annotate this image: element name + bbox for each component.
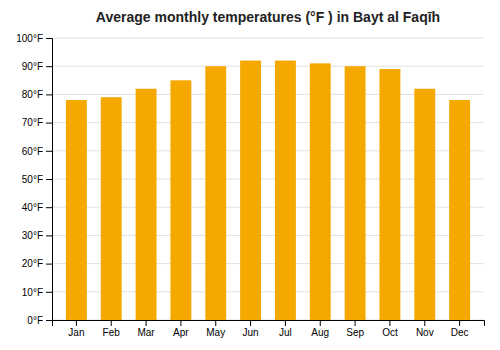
x-tick-label: Jan (68, 327, 84, 338)
y-tick: 60°F (22, 146, 52, 157)
x-tick: Dec (451, 320, 469, 338)
y-tick: 40°F (22, 202, 52, 213)
x-tick-label: Jun (243, 327, 259, 338)
y-tick-label: 0°F (27, 315, 43, 326)
y-axis: 0°F 10°F 20°F 30°F 40°F 50°F 60°F 70°F 80°F 90°F 1… (16, 33, 52, 326)
chart-title: Average monthly temperatures (°F ) in Ba… (96, 9, 440, 25)
x-axis-line (53, 321, 485, 327)
y-tick-label: 70°F (22, 117, 43, 128)
x-tick-mark (146, 320, 147, 326)
x-tick: Feb (103, 320, 121, 338)
bar (379, 69, 400, 320)
x-axis: Jan Feb Mar Apr May Jun Jul Aug Sep Oct Nov Dec (53, 320, 485, 338)
y-tick-label: 20°F (22, 258, 43, 269)
x-tick-label: Aug (311, 327, 329, 338)
y-axis-line (46, 39, 53, 321)
y-tick-mark (46, 207, 52, 208)
y-tick-mark (46, 264, 52, 265)
bars (66, 61, 470, 320)
bar (240, 61, 261, 320)
y-tick-label: 40°F (22, 202, 43, 213)
x-tick-mark (215, 320, 216, 326)
bar (310, 63, 331, 320)
x-tick-label: Oct (382, 327, 398, 338)
y-tick-mark (46, 38, 52, 39)
x-tick: May (206, 320, 225, 338)
x-tick: Nov (416, 320, 434, 338)
plot-area: 0°F 10°F 20°F 30°F 40°F 50°F 60°F 70°F 80°F 90°F 1… (16, 33, 484, 338)
chart-svg: Average monthly temperatures (°F ) in Ba… (0, 0, 500, 350)
chart-container: Average monthly temperatures (°F ) in Ba… (0, 0, 500, 350)
y-tick-mark (46, 235, 52, 236)
x-tick-mark (285, 320, 286, 326)
y-tick-label: 100°F (16, 33, 43, 44)
x-tick-label: Nov (416, 327, 434, 338)
y-tick-label: 10°F (22, 287, 43, 298)
bar (170, 80, 191, 320)
y-tick-mark (46, 320, 52, 321)
bar (66, 100, 87, 320)
y-tick: 100°F (16, 33, 52, 44)
y-tick: 10°F (22, 287, 52, 298)
y-tick: 20°F (22, 258, 52, 269)
x-tick: Jun (243, 320, 259, 338)
y-tick-mark (46, 66, 52, 67)
x-tick: Aug (311, 320, 329, 338)
x-tick-label: Sep (346, 327, 364, 338)
bar (449, 100, 470, 320)
grid-line (52, 66, 484, 67)
y-tick-mark (46, 292, 52, 293)
x-tick-mark (76, 320, 77, 326)
x-tick: Oct (382, 320, 398, 338)
x-tick-mark (389, 320, 390, 326)
y-tick: 50°F (22, 174, 52, 185)
x-tick-mark (180, 320, 181, 326)
x-tick-mark (320, 320, 321, 326)
y-tick-mark (46, 151, 52, 152)
x-tick: Jan (68, 320, 84, 338)
bar (414, 89, 435, 320)
y-tick-label: 60°F (22, 146, 43, 157)
y-tick-label: 90°F (22, 61, 43, 72)
y-tick-mark (46, 179, 52, 180)
x-tick-label: Mar (137, 327, 155, 338)
y-tick: 30°F (22, 230, 52, 241)
bar (275, 61, 296, 320)
y-tick: 80°F (22, 89, 52, 100)
grid (52, 38, 484, 320)
x-tick-mark (355, 320, 356, 326)
y-tick-label: 30°F (22, 230, 43, 241)
bar (136, 89, 157, 320)
y-tick-label: 50°F (22, 174, 43, 185)
x-tick-label: Feb (103, 327, 121, 338)
x-tick-mark (424, 320, 425, 326)
grid-line (52, 38, 484, 39)
bar (205, 66, 226, 320)
x-tick: Apr (173, 320, 189, 338)
y-tick-mark (46, 94, 52, 95)
bar (101, 97, 122, 320)
y-tick-mark (46, 123, 52, 124)
y-tick: 0°F (27, 315, 52, 326)
x-tick-mark (459, 320, 460, 326)
x-tick-label: May (206, 327, 225, 338)
x-tick: Mar (137, 320, 155, 338)
y-tick-label: 80°F (22, 89, 43, 100)
y-tick: 90°F (22, 61, 52, 72)
x-tick: Jul (279, 320, 292, 338)
x-tick: Sep (346, 320, 364, 338)
x-tick-label: Apr (173, 327, 189, 338)
x-tick-mark (250, 320, 251, 326)
y-tick: 70°F (22, 117, 52, 128)
x-tick-label: Dec (451, 327, 469, 338)
bar (345, 66, 366, 320)
x-tick-label: Jul (279, 327, 292, 338)
x-tick-mark (111, 320, 112, 326)
